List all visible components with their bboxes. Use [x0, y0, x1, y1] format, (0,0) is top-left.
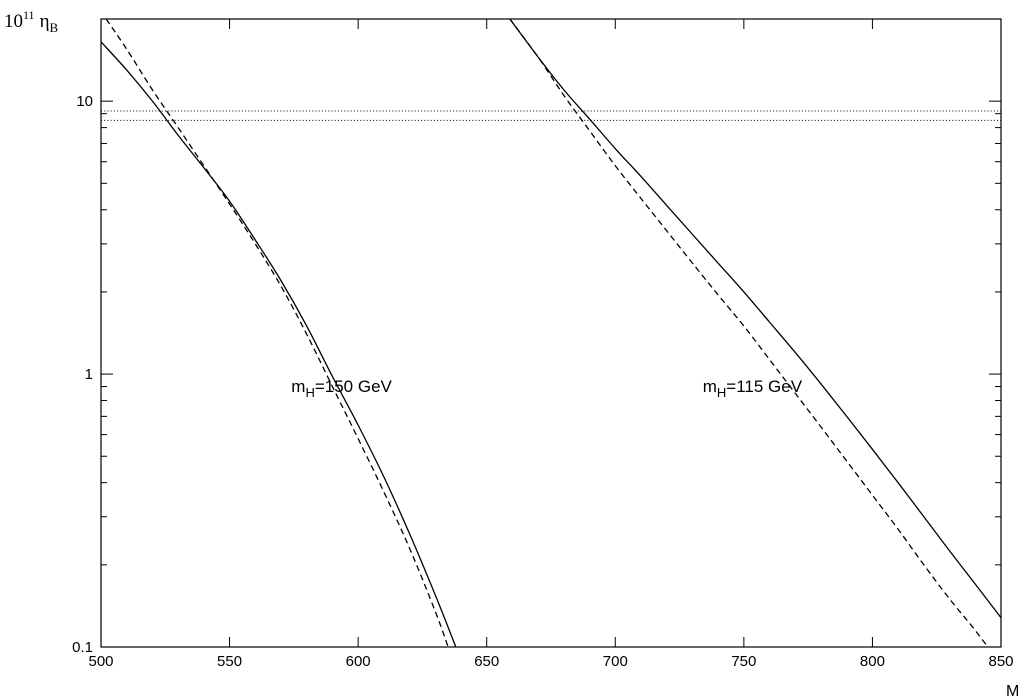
series-line-2-solid: [509, 19, 1001, 619]
x-tick-label: 650: [474, 653, 499, 670]
labels-layer: 500 550 600 650 700 750 800 850 0.1 1 10: [72, 93, 1013, 670]
series-layer: [101, 19, 1001, 647]
x-tick-label: 550: [217, 653, 242, 670]
y-tick-label: 10: [76, 93, 93, 110]
annotation-mh-150: mH=150 GeV: [291, 377, 392, 400]
annotation-mh-115: mH=115 GeV: [703, 377, 803, 400]
ticks-layer: [100, 18, 1002, 648]
x-tick-label: 800: [860, 653, 885, 670]
reference-lines: [101, 110, 1001, 121]
x-tick-label: 500: [88, 653, 113, 670]
x-axis-label: M: [1006, 683, 1018, 699]
y-axis-label: 1011 ηB: [4, 8, 59, 35]
series-line-3-dashed: [509, 19, 989, 647]
y-tick-label: 1: [85, 366, 93, 383]
x-tick-label: 750: [731, 653, 756, 670]
x-tick-label: 600: [346, 653, 371, 670]
series-line-1-dashed: [105, 19, 449, 647]
x-tick-label: 850: [988, 653, 1013, 670]
x-tick-label: 700: [603, 653, 628, 670]
series-line-0-solid: [101, 41, 457, 647]
y-tick-label: 0.1: [72, 639, 93, 656]
plot-frame: [100, 18, 1002, 648]
